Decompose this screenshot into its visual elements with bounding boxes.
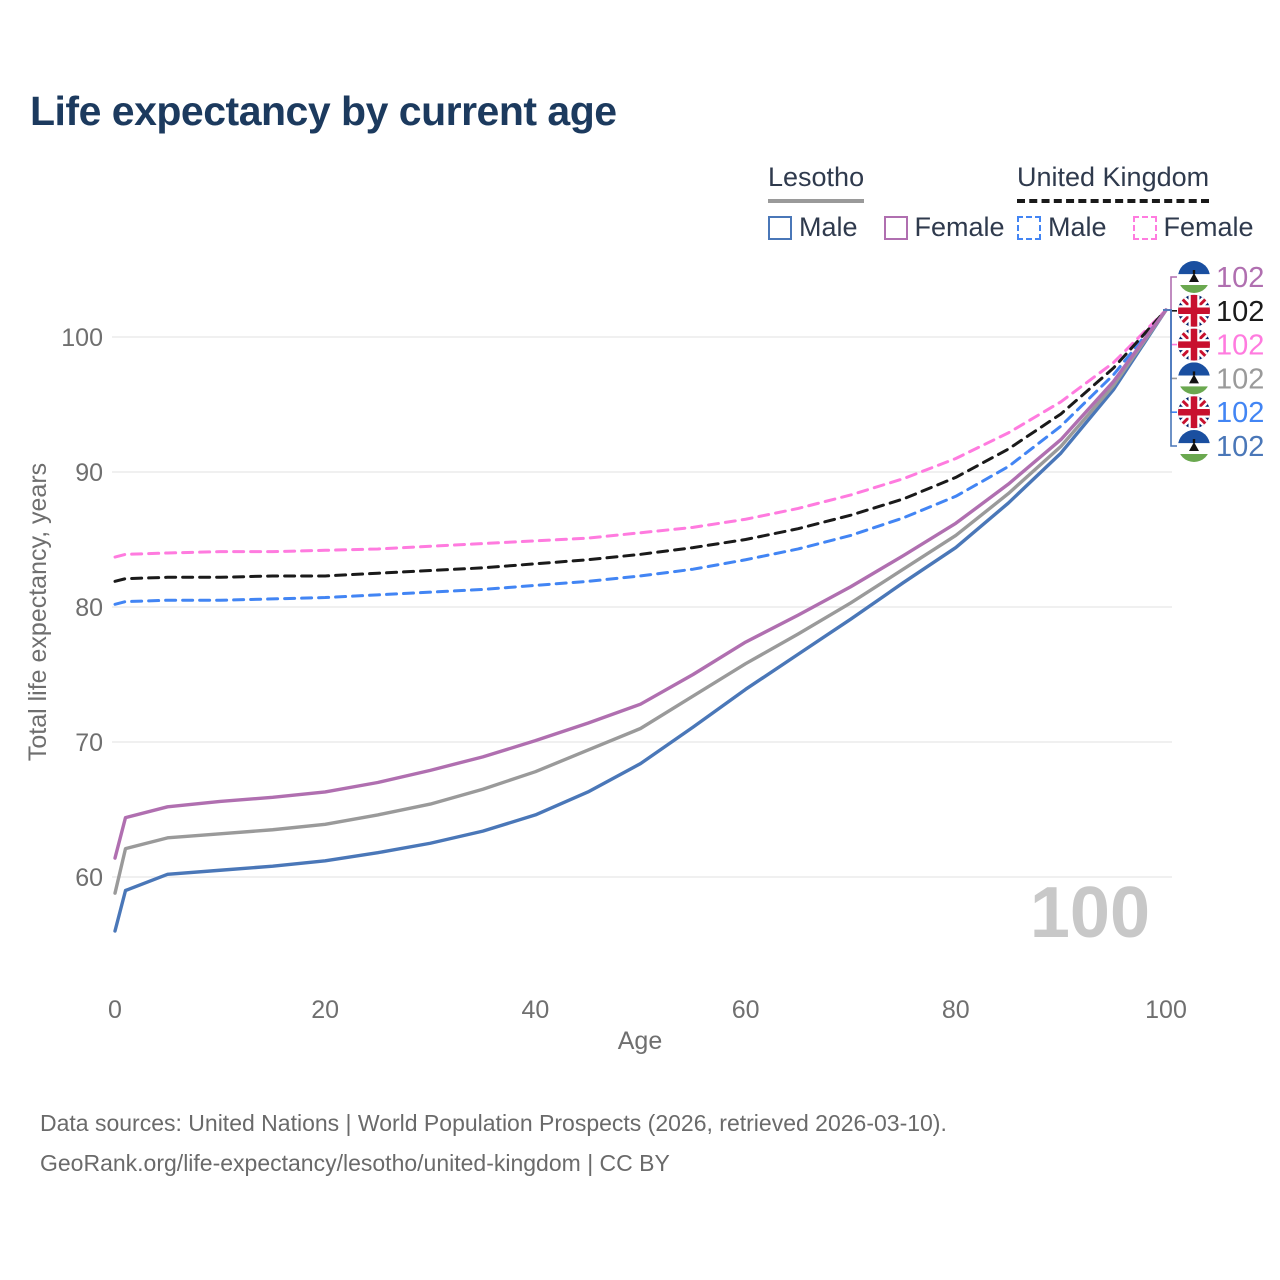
legend-item-uk-male[interactable]: Male [1017, 212, 1107, 243]
x-tick-label: 40 [521, 996, 549, 1024]
end-value-label-uk_total: 102 [1216, 296, 1264, 328]
legend-item-label: Female [1163, 212, 1254, 242]
chart-title: Life expectancy by current age [30, 88, 617, 134]
leader-line-uk_male [1163, 309, 1177, 413]
legend-item-label: Male [1048, 212, 1107, 242]
legend-item-label: Female [914, 212, 1005, 242]
legend-group-title-united-kingdom: United Kingdom [1017, 162, 1210, 203]
legend-item-lesotho-female[interactable]: Female [883, 212, 1005, 243]
legend-group-united-kingdom: United Kingdom Male Female [1017, 162, 1254, 243]
y-tick-label: 60 [75, 864, 103, 892]
legend-item-uk-female[interactable]: Female [1132, 212, 1254, 243]
x-tick-label: 80 [942, 996, 970, 1024]
lesotho-flag-icon [1178, 430, 1210, 462]
y-axis-title: Total life expectancy, years [24, 463, 52, 761]
uk-flag-icon [1178, 396, 1210, 429]
series-line-uk_male [113, 308, 1168, 606]
end-value-label-uk_male: 102 [1216, 397, 1264, 429]
series-line-uk_female [113, 308, 1168, 559]
uk-male-swatch-icon [1017, 215, 1041, 240]
legend-group-title-lesotho: Lesotho [768, 162, 865, 203]
lesotho-female-swatch-icon [883, 215, 908, 240]
end-value-label-lesotho_total: 102 [1216, 363, 1264, 395]
end-value-label-lesotho_female: 102 [1216, 262, 1264, 294]
x-tick-label: 0 [108, 996, 122, 1024]
y-tick-label: 70 [75, 729, 103, 757]
data-sources-text: Data sources: United Nations | World Pop… [40, 1110, 947, 1136]
end-value-label-lesotho_male: 102 [1216, 431, 1264, 463]
leader-line-uk_female [1163, 309, 1177, 346]
lesotho-flag-icon [1178, 362, 1210, 395]
end-value-label-uk_female: 102 [1216, 330, 1264, 362]
lesotho-male-swatch-icon [768, 215, 792, 240]
leader-line-lesotho_male [1163, 309, 1177, 447]
lesotho-flag-icon [1178, 261, 1210, 293]
uk-flag-icon [1178, 294, 1210, 327]
uk-female-swatch-icon [1132, 215, 1157, 240]
series-line-lesotho_female [113, 308, 1168, 860]
legend-item-label: Male [799, 212, 858, 242]
y-tick-label: 80 [75, 594, 103, 622]
legend-group-lesotho: Lesotho Male Female [768, 162, 1005, 243]
attribution-url-text: GeoRank.org/life-expectancy/lesotho/unit… [40, 1150, 670, 1176]
x-tick-label: 100 [1145, 996, 1187, 1024]
leader-line-lesotho_female [1163, 276, 1177, 311]
y-tick-label: 90 [75, 459, 103, 487]
uk-flag-icon [1178, 328, 1210, 361]
x-tick-label: 20 [311, 996, 339, 1024]
x-axis-title: Age [618, 1027, 662, 1055]
age-counter-watermark: 100 [1029, 873, 1150, 953]
y-tick-label: 100 [61, 324, 103, 352]
series-line-lesotho_male [113, 308, 1168, 933]
series-line-lesotho_total [113, 308, 1168, 895]
x-tick-label: 60 [732, 996, 760, 1024]
series-line-uk_total [113, 308, 1168, 583]
legend-item-lesotho-male[interactable]: Male [768, 212, 858, 243]
